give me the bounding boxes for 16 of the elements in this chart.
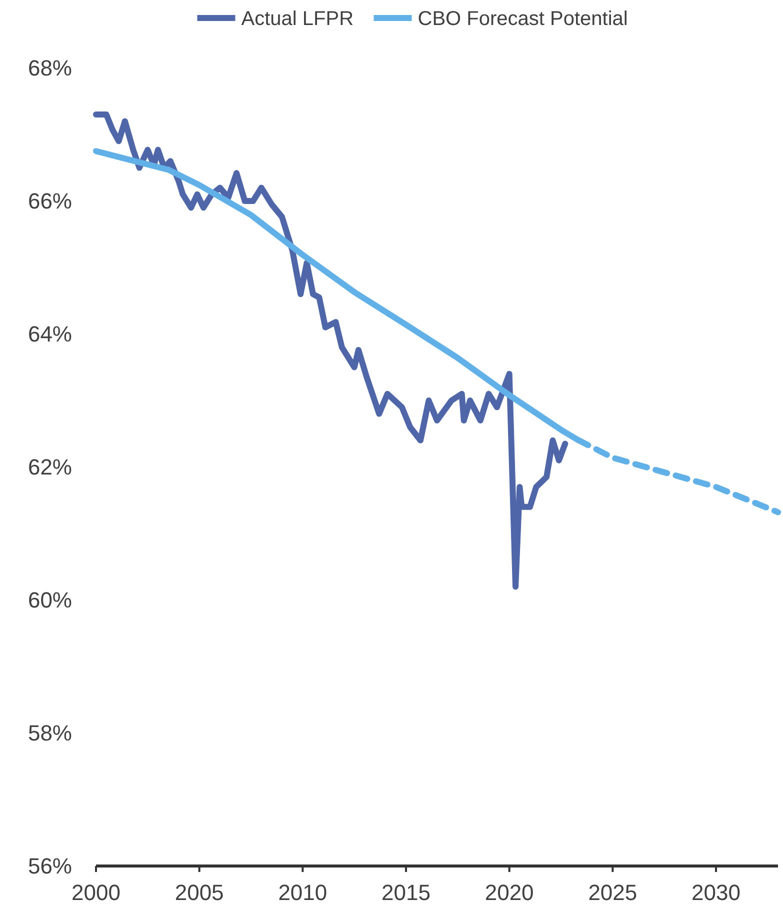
- y-tick-label: 58%: [28, 720, 72, 746]
- x-tick-label: 2005: [174, 880, 224, 905]
- x-tick-label: 2030: [692, 880, 740, 905]
- y-tick-label: 68%: [28, 56, 72, 81]
- legend-label: Actual LFPR: [241, 8, 354, 30]
- x-tick-label: 2000: [72, 880, 120, 905]
- legend-label: CBO Forecast Potential: [418, 8, 628, 30]
- x-tick-label: 2020: [484, 880, 534, 905]
- x-tick-label: 2015: [382, 880, 430, 905]
- y-tick-label: 66%: [28, 188, 72, 214]
- x-tick-label: 2010: [278, 880, 328, 905]
- y-tick-label: 64%: [28, 322, 72, 347]
- y-tick-label: 56%: [28, 854, 72, 879]
- y-tick-label: 60%: [28, 588, 72, 613]
- x-tick-label: 2025: [588, 880, 638, 905]
- y-tick-label: 62%: [28, 454, 72, 480]
